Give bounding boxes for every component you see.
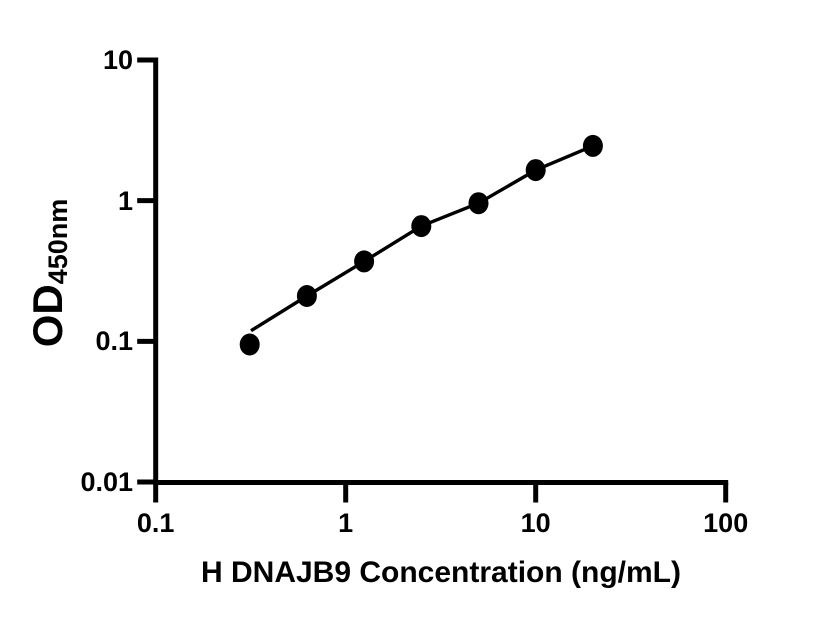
data-point [239, 333, 260, 356]
x-tick-label: 100 [703, 508, 749, 538]
y-axis-title-main: OD [24, 284, 71, 348]
x-tick-label: 1 [338, 508, 354, 538]
y-tick-label: 0.01 [80, 467, 133, 497]
y-axis-title-subscript: 450nm [43, 198, 73, 285]
data-point [296, 285, 317, 307]
x-tick-label: 0.1 [136, 508, 175, 538]
data-point [354, 250, 375, 273]
x-tick-label: 10 [520, 508, 551, 538]
data-point [411, 215, 432, 238]
data-point [582, 134, 603, 157]
data-point [525, 159, 546, 182]
y-tick-label: 10 [102, 45, 133, 75]
x-axis-title: H DNAJB9 Concentration (ng/mL) [201, 556, 681, 589]
y-tick-label: 0.1 [95, 326, 133, 357]
y-axis-title: OD450nm [24, 199, 74, 348]
data-point [468, 192, 489, 215]
y-tick-label: 1 [117, 185, 133, 216]
